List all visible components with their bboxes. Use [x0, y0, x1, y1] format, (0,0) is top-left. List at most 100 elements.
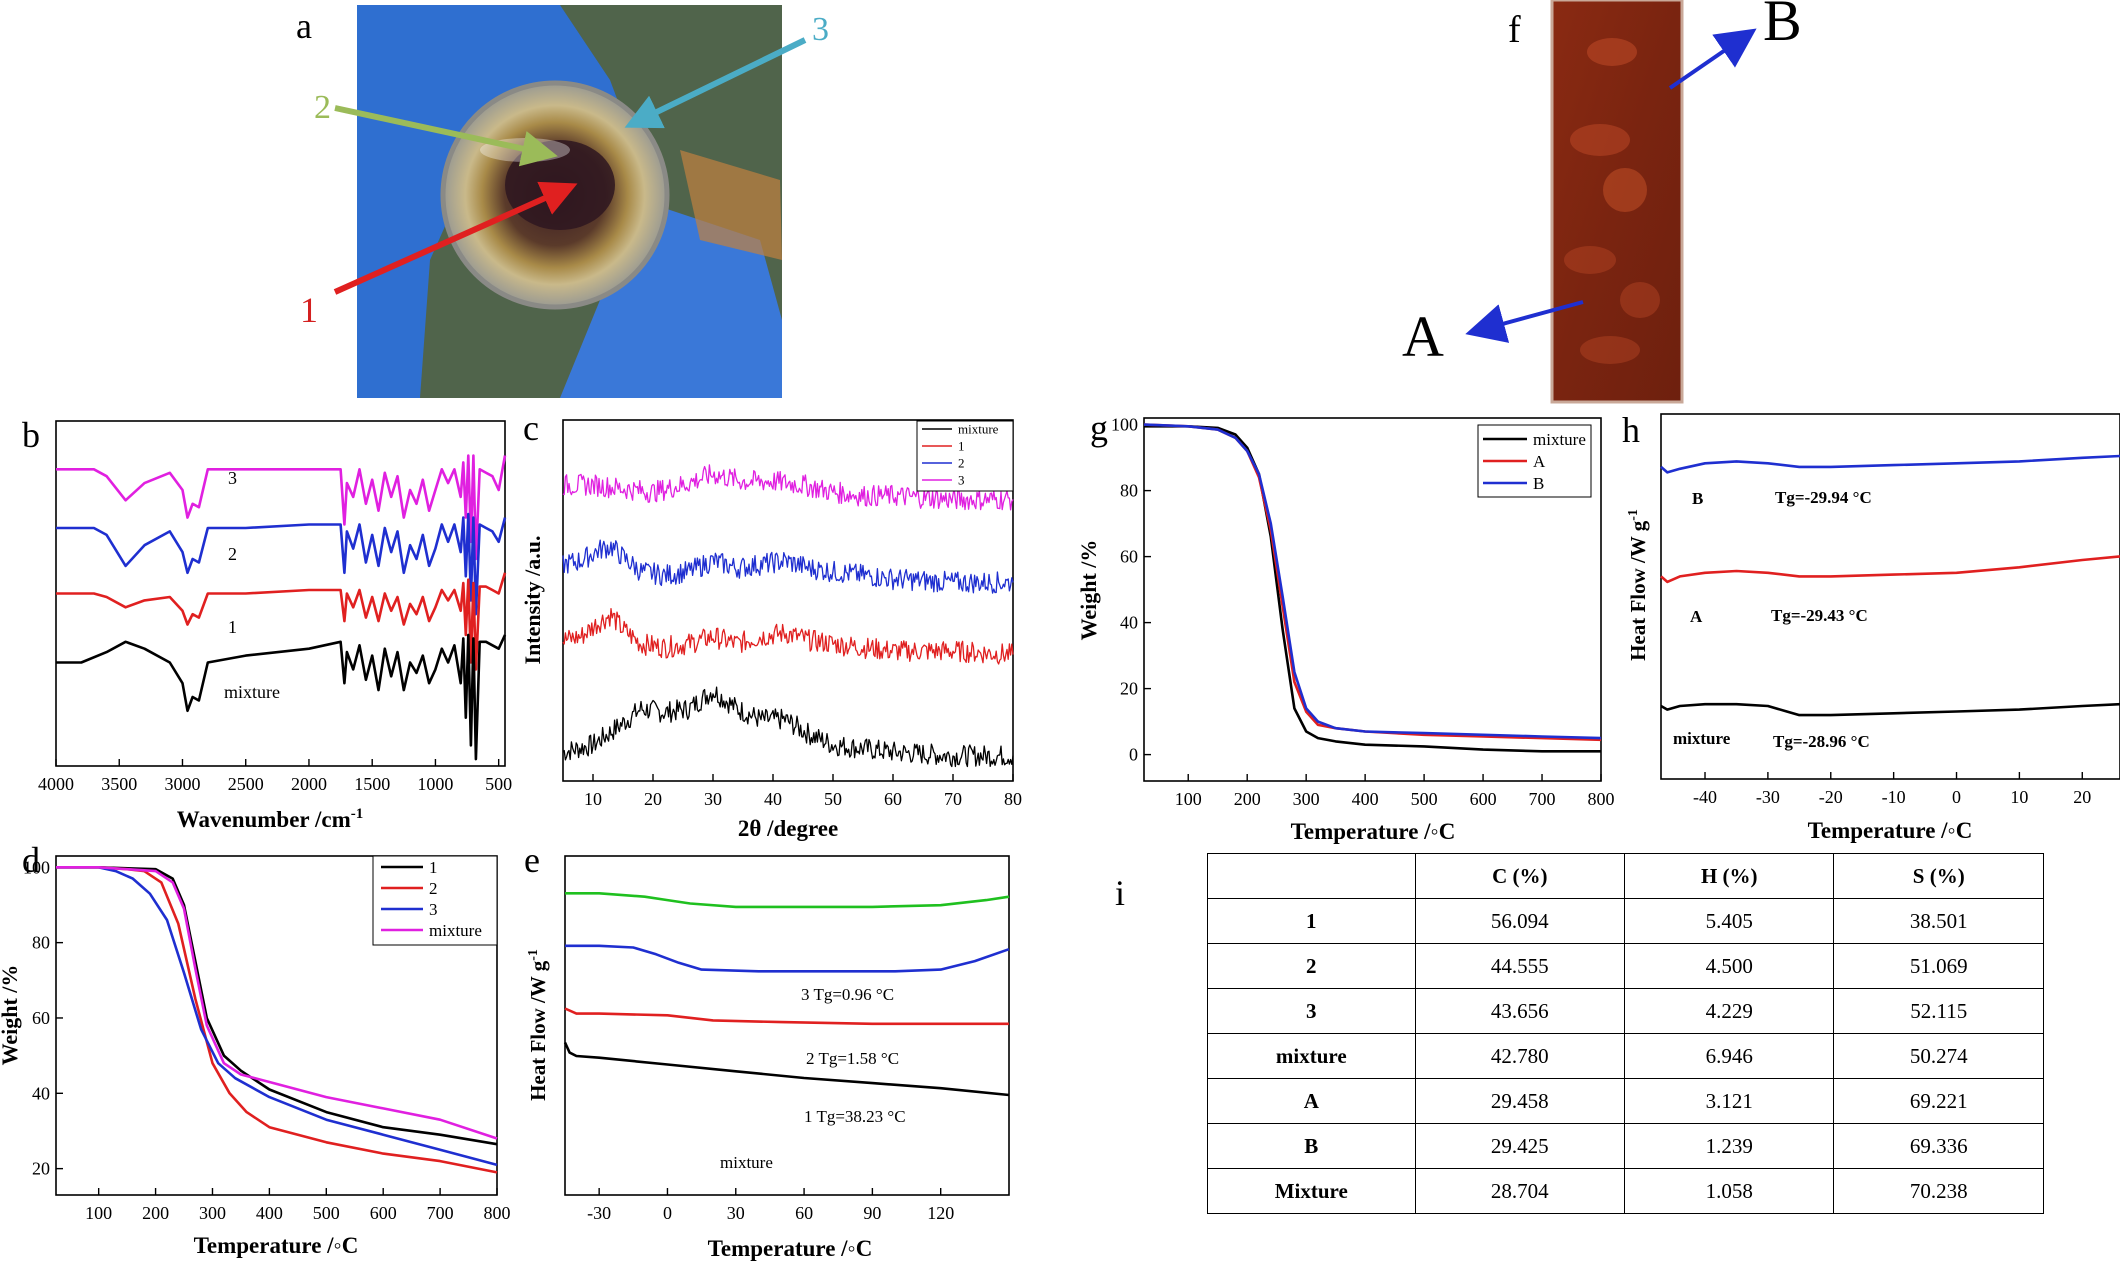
table-cell: 43.656	[1414, 988, 1626, 1034]
y-tick-label: 60	[32, 1008, 50, 1028]
e-annotation-3: 3 Tg=0.96 °C	[801, 985, 894, 1004]
series-line-d-1	[56, 865, 498, 1146]
b-trace-label-2: 2	[228, 544, 237, 564]
d-xlabel: Temperature /◦C	[194, 1233, 359, 1258]
y-tick-label: 20	[1120, 679, 1138, 699]
y-tick-label: 80	[1120, 481, 1138, 501]
x-tick-label: 300	[199, 1203, 226, 1223]
x-tick-label: -10	[1882, 787, 1906, 807]
x-tick-label: 4000	[38, 774, 74, 794]
legend-label-mixture: mixture	[1533, 430, 1586, 449]
series-line-h-mixture	[1660, 702, 2120, 717]
c-xlabel: 2θ /degree	[738, 816, 838, 841]
x-tick-label: -40	[1693, 787, 1717, 807]
x-tick-label: 2000	[291, 774, 327, 794]
legend-label-3: 3	[429, 900, 438, 919]
y-tick-label: 0	[1129, 745, 1138, 765]
panel-b-letter: b	[22, 415, 40, 455]
x-tick-label: 700	[1529, 789, 1556, 809]
b-trace-label-mixture: mixture	[224, 682, 280, 702]
panel-g-letter: g	[1090, 408, 1108, 448]
h-label-mixture: mixture	[1673, 729, 1731, 748]
table-cell: 51.069	[1833, 943, 2044, 989]
panel-g: g 100 200 300 400 500 600 700 800 0 20 40 60 80 100 m…	[1076, 408, 1615, 844]
table-cell: 6.946	[1624, 1033, 1835, 1079]
legend-label-3: 3	[958, 473, 965, 488]
b-xlabel: Wavenumber /cm-1	[177, 806, 363, 832]
table-row: A 29.458 3.121 69.221	[1207, 1078, 2044, 1124]
x-tick-label: 3000	[164, 774, 200, 794]
legend-label-A: A	[1533, 452, 1546, 471]
x-tick-label: 0	[663, 1203, 672, 1223]
x-tick-label: 70	[944, 789, 962, 809]
panel-i-letter: i	[1115, 873, 1125, 913]
table-cell: 4.500	[1624, 943, 1835, 989]
x-tick-label: 800	[484, 1203, 511, 1223]
panel-f: f A B	[1402, 0, 1802, 404]
table-row: mixture 42.780 6.946 50.274	[1207, 1033, 2044, 1079]
y-tick-label: 40	[32, 1083, 50, 1103]
x-tick-label: 600	[1470, 789, 1497, 809]
x-tick-label: 800	[1588, 789, 1615, 809]
x-tick-label: 300	[1293, 789, 1320, 809]
photo-label-2: 2	[314, 89, 331, 126]
plot-c-frame	[562, 419, 1014, 782]
arrow-A	[1465, 300, 1584, 343]
table-cell: 50.274	[1833, 1033, 2044, 1079]
table-row-label: Mixture	[1207, 1168, 1416, 1214]
series-line-h-A	[1660, 555, 2120, 584]
table-cell: 44.555	[1414, 943, 1626, 989]
table-row-label: A	[1207, 1078, 1416, 1124]
series-line-c-1	[562, 608, 1014, 665]
panel-a: a 1 2 3	[296, 5, 829, 398]
series-line-e-3	[565, 891, 1010, 909]
b-trace-label-1: 1	[228, 617, 237, 637]
x-tick-label: 200	[142, 1203, 169, 1223]
series-line-c-3	[562, 464, 1014, 511]
y-tick-label: 100	[23, 857, 50, 877]
x-tick-label: 100	[1175, 789, 1202, 809]
series-line-g-mixture	[1144, 424, 1601, 753]
series-line-d-mixture	[56, 865, 498, 1140]
panel-b: b 4000 3500 3000 2500 2000 1500 1000 500 3 2 1 …	[22, 415, 512, 832]
series-line-c-mixture	[562, 686, 1014, 768]
x-tick-label: 3500	[101, 774, 137, 794]
photo-label-1: 1	[300, 290, 318, 330]
e-annotation-1: 1 Tg=38.23 °C	[804, 1107, 906, 1126]
table-row-label: B	[1207, 1123, 1416, 1169]
panel-h-letter: h	[1622, 410, 1640, 450]
legend-label-1: 1	[958, 439, 965, 454]
series-line-e-2	[565, 944, 1010, 973]
panel-c: c 10 20 30 40 50 60 70 80 mixture 1 2 3 2θ /degree…	[520, 408, 1022, 841]
x-tick-label: -20	[1819, 787, 1843, 807]
series-line-g-B	[1143, 423, 1602, 740]
table-header-cell	[1207, 853, 1416, 899]
panel-e-letter: e	[524, 840, 540, 880]
x-tick-label: 2500	[228, 774, 264, 794]
plot-g-frame	[1143, 417, 1602, 782]
legend-label-1: 1	[429, 858, 438, 877]
x-tick-label: 500	[485, 774, 512, 794]
photo-label-3: 3	[812, 11, 829, 48]
x-tick-label: 30	[727, 1203, 745, 1223]
c-ylabel: Intensity /a.u.	[520, 536, 545, 665]
table-row-label: mixture	[1207, 1033, 1416, 1079]
e-xlabel: Temperature /◦C	[708, 1236, 873, 1261]
h-ylabel: Heat Flow /W g-1	[1626, 509, 1650, 661]
table-row-label: 3	[1207, 988, 1416, 1034]
x-tick-label: 60	[795, 1203, 813, 1223]
table-cell: 3.121	[1624, 1078, 1835, 1124]
series-line-b-2	[56, 512, 507, 616]
panel-d-letter: d	[22, 840, 40, 880]
x-tick-label: -30	[1756, 787, 1780, 807]
table-row: Mixture 28.704 1.058 70.238	[1207, 1168, 2044, 1214]
plot-h-frame	[1660, 413, 2120, 780]
glove-fingers	[560, 200, 782, 398]
e-ylabel: Heat Flow /W g-1	[526, 949, 550, 1101]
d-ylabel: Weight /%	[0, 965, 22, 1066]
x-tick-label: 10	[2010, 787, 2028, 807]
x-tick-label: 1500	[354, 774, 390, 794]
table-cell: 42.780	[1414, 1033, 1626, 1079]
series-line-d-3	[56, 865, 498, 1167]
